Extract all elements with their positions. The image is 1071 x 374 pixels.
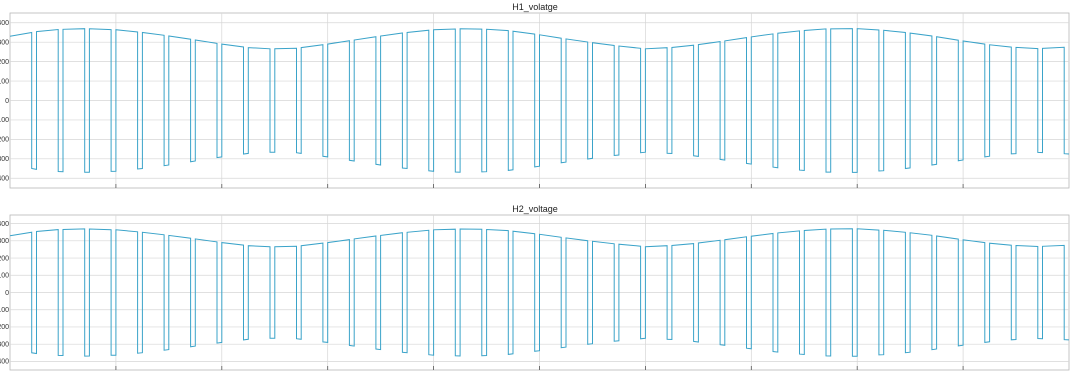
y-tick-label: 300 [0,39,9,46]
y-tick-label: 200 [0,255,9,262]
h1-voltage-panel: H1_volatge 400 300 200 100 0 -100 -200 -300 -400 [0,2,1070,189]
y-tick-label: -200 [0,137,9,144]
h1-panel-title: H1_volatge [512,2,558,12]
y-tick-label: -100 [0,117,9,124]
h2-panel-title: H2_voltage [512,204,558,214]
y-tick-label: 200 [0,59,9,66]
y-tick-label: -400 [0,176,9,183]
voltage-waveform-line [9,28,1070,173]
y-tick-label: -300 [0,156,9,163]
y-tick-label: 400 [0,221,9,228]
y-tick-label: 100 [0,78,9,85]
y-tick-label: 0 [5,98,9,105]
y-tick-label: 300 [0,238,9,245]
y-tick-label: 100 [0,273,9,280]
y-tick-label: -100 [0,307,9,314]
y-tick-label: -400 [0,359,9,366]
h2-voltage-panel: H2_voltage 400 300 200 100 0 -100 -200 -300 -400 [0,204,1070,371]
y-tick-label: 0 [5,290,9,297]
y-tick-label: -300 [0,341,9,348]
y-tick-label: -200 [0,324,9,331]
y-tick-label: 400 [0,20,9,27]
voltage-waveform-line [9,228,1070,357]
